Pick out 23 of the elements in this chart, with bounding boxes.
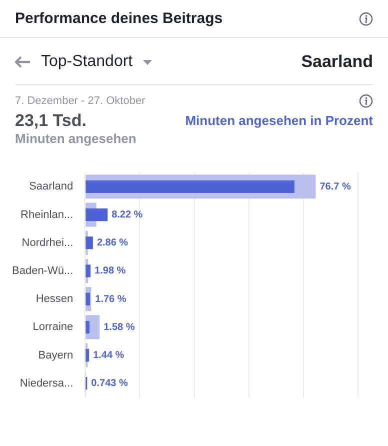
text: Saarland: [301, 52, 373, 72]
chart-title: Performance deines Beitrags: [15, 10, 223, 27]
data-label: 8.22 %: [112, 210, 143, 220]
y-tick-label: Lorraine: [32, 321, 74, 334]
data-label: 0.743 %: [91, 378, 128, 390]
data-label: 1.44 %: [93, 350, 124, 361]
text: Minuten angesehen: [15, 131, 136, 146]
data-label: 1.76 %: [95, 294, 126, 305]
y-tick-label: Bayern: [38, 349, 74, 362]
y-tick-label: Baden-Wü...: [12, 264, 74, 277]
chart-subtitle: 7. Dezember - 27. Oktober: [15, 95, 146, 107]
text: 23,1 Tsd.: [15, 111, 88, 131]
text: Minuten angesehen in Prozent: [185, 113, 373, 128]
y-tick-label: Rheinlan...: [20, 208, 74, 221]
y-tick-label: Niedersa...: [20, 377, 74, 390]
y-tick-label: Nordrhei...: [22, 236, 74, 249]
data-label: 76.7 %: [320, 181, 351, 192]
data-label: 2.86 %: [96, 238, 128, 249]
y-tick-label: Hessen: [36, 293, 74, 306]
text: Top-Standort: [41, 53, 133, 71]
y-tick-label: Saarland: [29, 180, 74, 193]
data-label: 1.98 %: [94, 266, 126, 277]
data-label: 1.58 %: [104, 322, 135, 333]
